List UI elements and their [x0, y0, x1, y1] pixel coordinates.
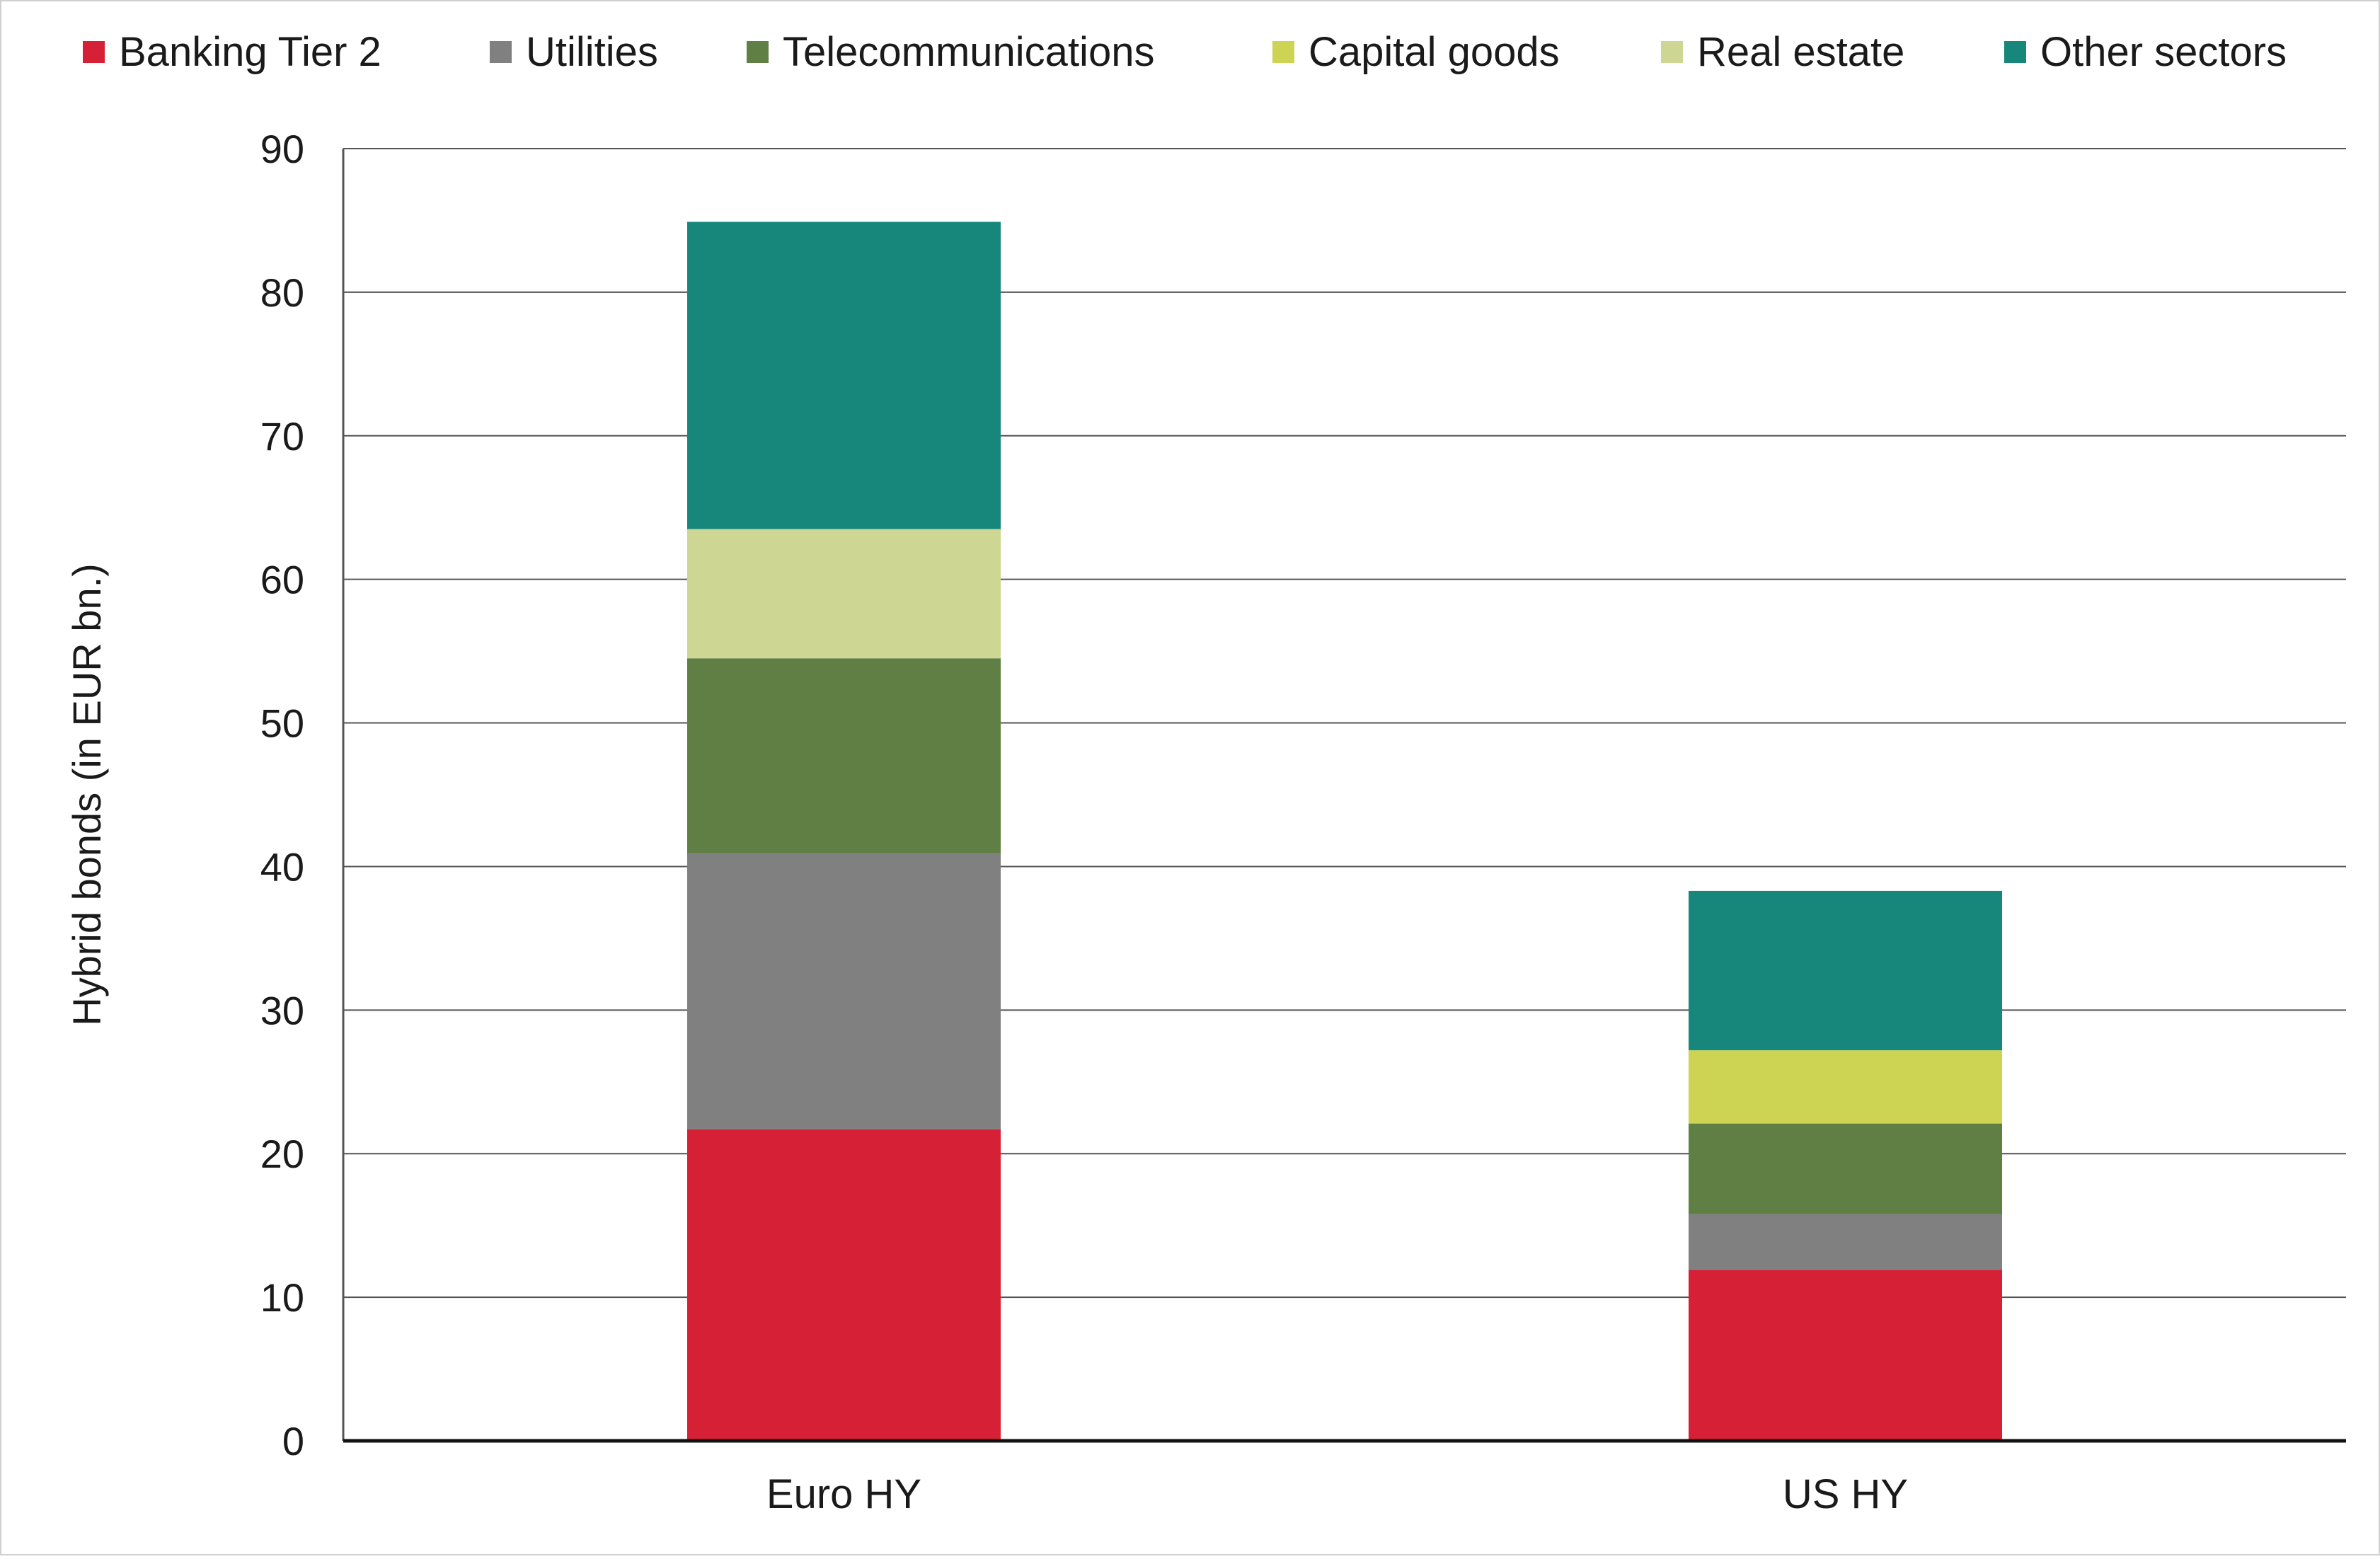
y-tick-label: 50 — [260, 701, 304, 746]
bar-segment-capital-goods-us-hy — [1689, 1050, 2002, 1124]
y-tick-label: 40 — [260, 844, 304, 889]
legend-label: Capital goods — [1309, 29, 1560, 75]
y-tick-label: 70 — [260, 414, 304, 459]
bar-segment-telecommunications-us-hy — [1689, 1123, 2002, 1214]
legend-label: Telecommunications — [783, 29, 1154, 75]
legend-swatch — [490, 41, 512, 63]
legend-label: Other sectors — [2040, 29, 2287, 75]
bar-segment-telecommunications-euro-hy — [687, 658, 1001, 854]
y-tick-label: 60 — [260, 558, 304, 602]
y-tick-label: 80 — [260, 270, 304, 315]
legend-swatch — [2004, 41, 2026, 63]
bar-segment-real-estate-euro-hy — [687, 529, 1001, 659]
legend-swatch — [83, 41, 105, 63]
y-axis-ticks: 0 10 20 30 40 50 60 70 80 90 — [260, 127, 304, 1463]
bars — [687, 222, 2002, 1441]
legend-swatch — [1272, 41, 1294, 63]
legend-label: Utilities — [526, 29, 658, 75]
legend-label: Banking Tier 2 — [119, 29, 381, 75]
legend: Banking Tier 2 Utilities Telecommunication… — [83, 29, 2287, 75]
y-axis-title: Hybrid bonds (in EUR bn.) — [64, 563, 109, 1026]
bar-segment-other-sectors-us-hy — [1689, 890, 2002, 1051]
legend-swatch — [1661, 41, 1683, 63]
y-tick-label: 10 — [260, 1275, 304, 1320]
y-tick-label: 90 — [260, 127, 304, 171]
x-category-label: US HY — [1783, 1471, 1908, 1517]
bar-segment-utilities-euro-hy — [687, 853, 1001, 1129]
bar-segment-banking-tier-2-euro-hy — [687, 1129, 1001, 1441]
y-tick-label: 30 — [260, 988, 304, 1032]
bar-segment-banking-tier-2-us-hy — [1689, 1270, 2002, 1441]
legend-label: Real estate — [1697, 29, 1904, 75]
y-tick-label: 0 — [282, 1419, 304, 1463]
legend-swatch — [747, 41, 769, 63]
bar-segment-utilities-us-hy — [1689, 1214, 2002, 1270]
gridlines — [343, 148, 2346, 1299]
bar-segment-other-sectors-euro-hy — [687, 222, 1001, 529]
y-tick-label: 20 — [260, 1132, 304, 1176]
x-axis-labels: Euro HY US HY — [766, 1471, 1908, 1517]
x-category-label: Euro HY — [766, 1471, 921, 1517]
